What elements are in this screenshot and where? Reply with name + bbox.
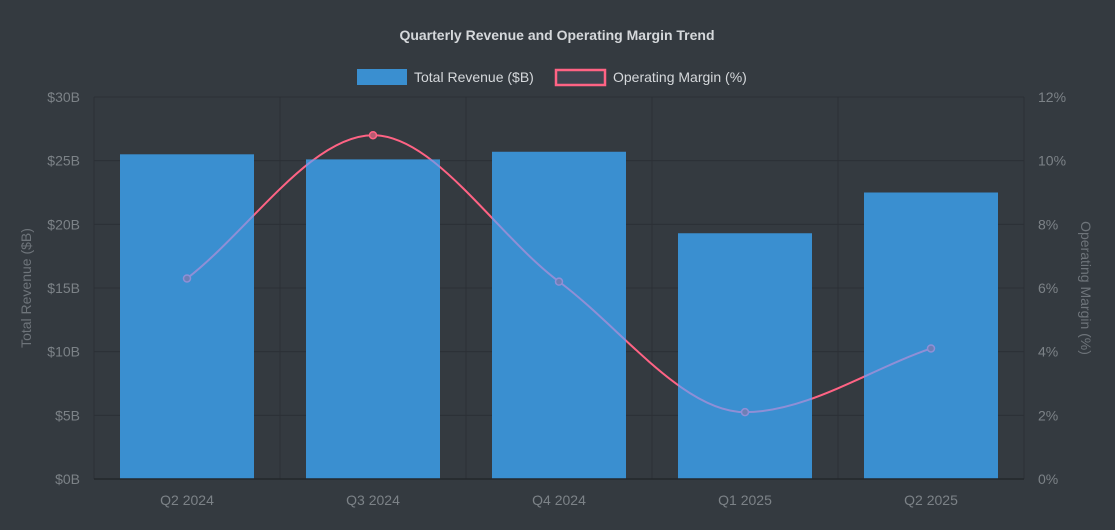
bar-revenue	[678, 233, 812, 479]
point-margin	[926, 344, 936, 353]
bar-revenue	[120, 154, 254, 480]
y-right-tick-label: 6%	[1038, 280, 1058, 296]
y-right-tick-label: 12%	[1038, 89, 1066, 105]
point-margin	[740, 407, 750, 417]
y-left-tick-label: $15B	[47, 280, 80, 296]
legend-item-margin[interactable]: Operating Margin (%)	[554, 68, 747, 87]
y-left-tick-label: $10B	[47, 344, 80, 360]
y-axis-right-label: Operating Margin (%)	[1078, 221, 1094, 355]
point-margin	[554, 277, 564, 286]
y-left-tick-label: $0B	[55, 471, 80, 487]
x-tick-label: Q4 2024	[532, 492, 586, 508]
legend-swatch-revenue	[357, 69, 407, 85]
point-margin	[368, 130, 378, 140]
legend-swatch-margin	[554, 68, 607, 87]
y-axis-left-label: Total Revenue ($B)	[18, 228, 34, 348]
x-tick-label: Q1 2025	[718, 492, 772, 508]
point-margin	[182, 274, 192, 283]
legend-item-revenue[interactable]: Total Revenue ($B)	[357, 69, 534, 85]
y-right-tick-label: 8%	[1038, 216, 1058, 232]
legend-label-margin: Operating Margin (%)	[613, 69, 747, 85]
y-left-tick-label: $5B	[55, 407, 80, 423]
bar-revenue	[306, 159, 440, 480]
legend-label-revenue: Total Revenue ($B)	[414, 69, 534, 85]
y-right-tick-label: 4%	[1038, 344, 1058, 360]
plot-area: $0B $5B $10B $15B $20B $25B $30B 0% 2% 4% 6% 8% 10% 1…	[47, 89, 1066, 508]
x-tick-label: Q3 2024	[346, 492, 400, 508]
y-left-tick-label: $20B	[47, 216, 80, 232]
x-tick-label: Q2 2024	[160, 492, 214, 508]
y-left-tick-label: $30B	[47, 89, 80, 105]
x-tick-label: Q2 2025	[904, 492, 958, 508]
y-right-tick-label: 2%	[1038, 407, 1058, 423]
chart-title: Quarterly Revenue and Operating Margin T…	[399, 27, 714, 43]
bar-revenue	[864, 192, 998, 479]
y-right-tick-label: 10%	[1038, 153, 1066, 169]
y-left-tick-label: $25B	[47, 153, 80, 169]
legend: Total Revenue ($B) Operating Margin (%)	[357, 68, 747, 87]
bar-revenue	[492, 151, 626, 479]
y-right-tick-label: 0%	[1038, 471, 1058, 487]
